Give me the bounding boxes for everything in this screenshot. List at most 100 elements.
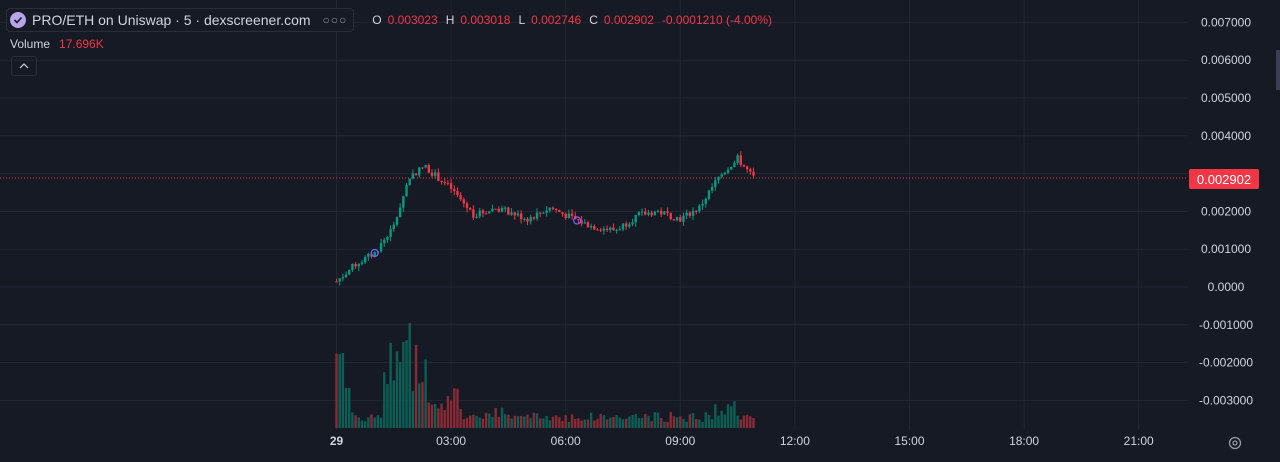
volume-bar [691,413,695,428]
volume-bar [440,403,443,428]
candle-body [500,207,504,212]
y-tick-label: 0.006000 [1201,53,1251,67]
candle-body [739,155,742,165]
candle-body [640,211,644,213]
volume-bar [695,419,698,428]
volume-bar [363,421,367,428]
volume-bars [335,323,755,428]
volume-bar [472,414,475,428]
candle-body [749,169,752,172]
volume-bar [523,416,526,428]
volume-bar [411,391,415,428]
candle-body [519,213,523,220]
ellipsis-icon[interactable]: ○○○ [322,13,348,27]
candle-body [475,216,478,218]
candle-body [453,189,456,192]
candle-body [583,222,586,224]
candle-body [647,212,650,215]
candle-body [707,190,711,199]
volume-bar [605,419,609,428]
volume-bar [513,415,516,428]
candle-body [335,281,338,283]
volume-bar [675,417,679,428]
volume-bar [609,417,612,428]
volume-bar [745,414,749,428]
candle-body [695,210,698,212]
candle-body [631,222,634,225]
volume-bar [494,408,497,428]
candle-body [577,219,580,221]
candle-body [405,184,408,197]
volume-bar [698,419,701,428]
candle-body [663,211,666,215]
volume-bar [446,396,450,428]
volume-bar [672,416,676,428]
volume-bar [749,416,752,428]
candle-body [717,176,720,181]
candle-body [386,236,389,240]
volume-bar [414,344,418,428]
volume-legend: Volume 17.696K [10,37,104,51]
candle-body [660,210,663,215]
gear-icon[interactable] [1225,433,1245,453]
volume-bar [519,415,523,428]
volume-bar [707,414,711,428]
volume-bar [612,417,615,428]
volume-bar [418,383,421,428]
candle-body [456,191,459,196]
candle-body [395,217,399,225]
volume-bar [752,418,755,428]
candle-body [383,239,386,244]
y-tick-label: -0.001000 [1199,318,1253,332]
volume-bar [427,402,431,428]
volume-bar [564,415,567,428]
volume-bar [615,415,618,428]
candle-body [526,218,529,222]
volume-bar [726,404,730,428]
candle-body [497,208,501,212]
candle-body [446,183,450,185]
volume-bar [599,413,602,428]
volume-bar [650,421,653,428]
candle-body [672,219,676,221]
candle-body [481,210,485,214]
volume-bar [469,415,472,428]
candle-body [363,256,367,263]
volume-bar [535,413,539,428]
volume-bar [730,406,733,428]
close-label: C [589,13,598,27]
volume-bar [580,420,583,428]
last-price-label: 0.002902 [1189,169,1259,189]
candle-body [605,228,609,230]
candle-body [357,263,360,267]
volume-bar [542,418,545,428]
volume-bar [701,421,704,428]
candle-body [586,222,590,228]
collapse-legend-button[interactable] [11,56,37,76]
candle-body [710,187,714,191]
x-tick-label: 18:00 [1009,434,1039,448]
candle-body [539,212,542,214]
candle-body [408,178,411,185]
candle-body [360,262,364,264]
volume-bar [379,417,383,428]
candle-body [389,229,392,237]
x-tick-label: 12:00 [780,434,810,448]
volume-bar [570,414,574,428]
candle-body [348,270,351,275]
volume-bar [742,415,746,428]
volume-bar [348,388,351,428]
volume-bar [398,361,402,428]
volume-bar [618,417,622,428]
symbol-selector[interactable]: PRO/ETH on Uniswap · 5 · dexscreener.com… [6,8,355,32]
open-label: O [372,13,382,27]
candle-body [510,212,513,215]
volume-bar [459,409,462,428]
candle-body [418,167,421,176]
x-tick-label: 03:00 [436,434,466,448]
candle-body [675,217,679,221]
volume-bar [551,416,555,428]
candle-body [634,215,637,223]
candle-body [602,228,606,231]
